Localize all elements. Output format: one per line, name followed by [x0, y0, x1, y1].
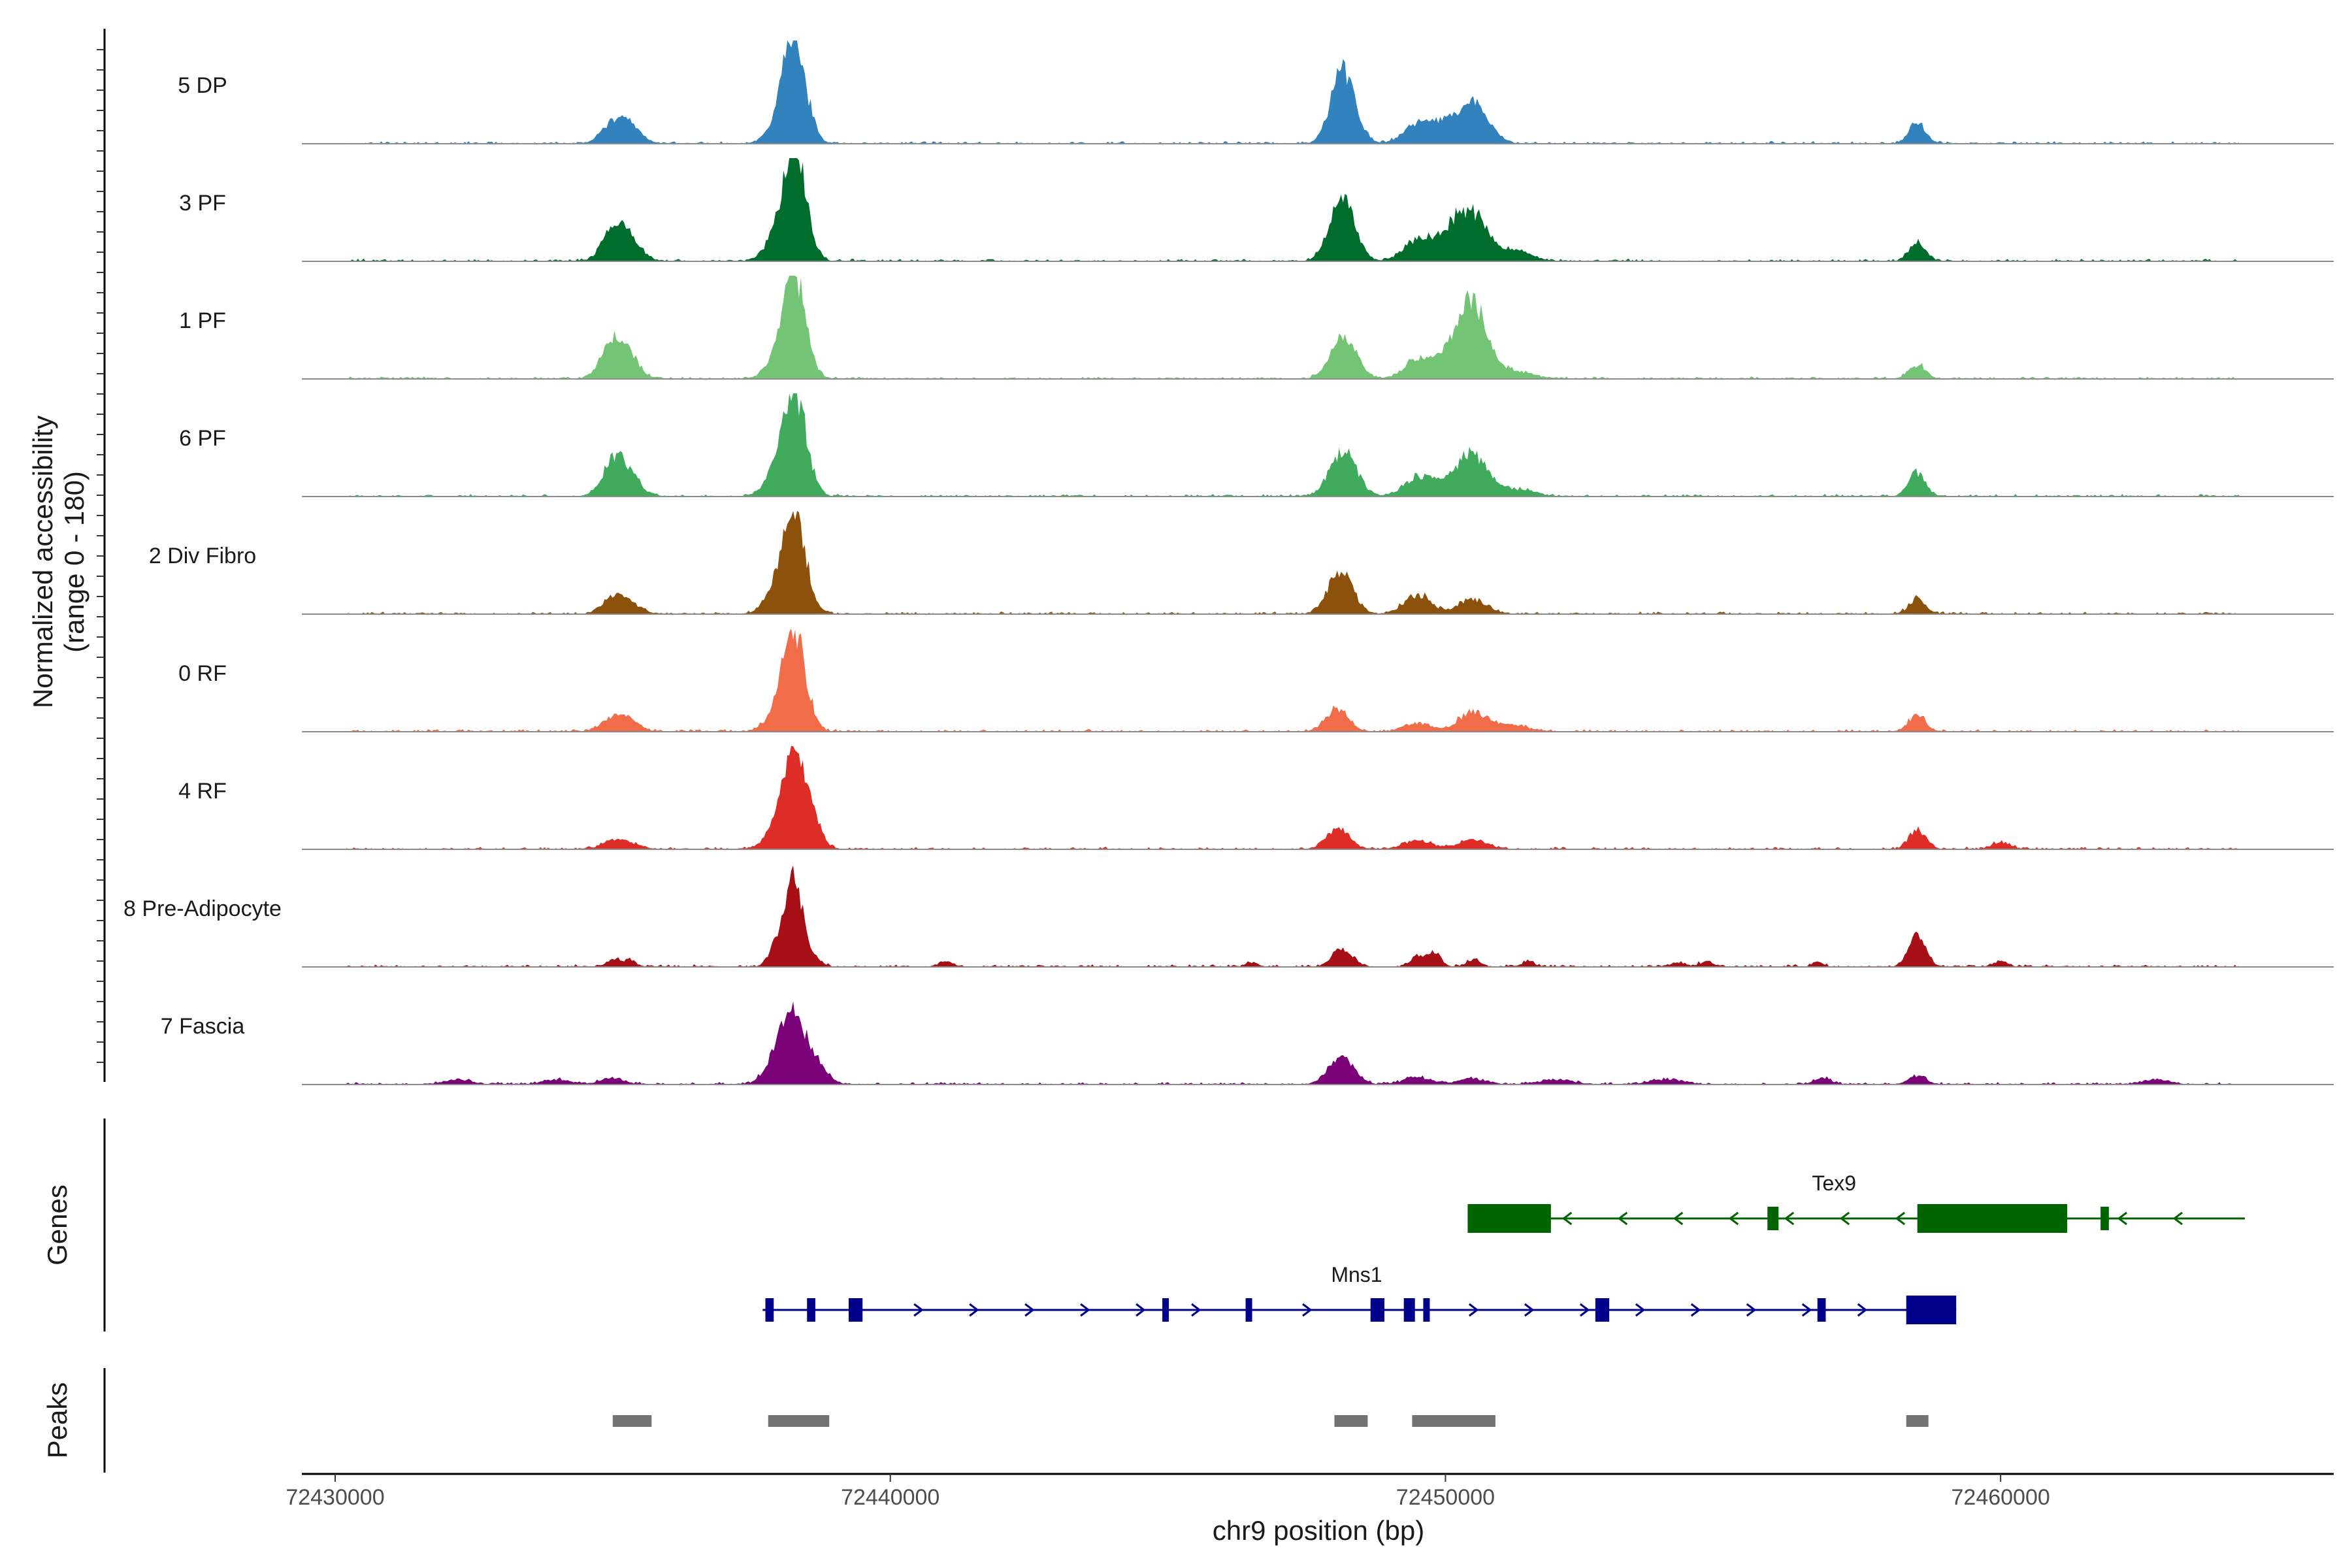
strand-arrow	[1839, 1211, 1850, 1226]
y-axis-title: Normalized accessibility	[27, 416, 58, 708]
x-tick-label: 72440000	[841, 1485, 939, 1510]
x-axis: 72430000 72440000 72450000 72460000	[286, 1473, 2334, 1510]
peak-region	[1906, 1415, 1929, 1427]
strand-arrow	[1801, 1303, 1812, 1317]
strand-arrow	[1728, 1211, 1739, 1226]
track-4: 6 PF	[179, 393, 2334, 497]
track-label: 1 PF	[179, 308, 226, 333]
genes-panel-label: Genes	[42, 1184, 73, 1266]
strand-arrow	[1024, 1303, 1035, 1317]
coverage-area	[346, 865, 2240, 967]
peaks-panel-label: Peaks	[42, 1382, 73, 1459]
track-label: 8 Pre-Adipocyte	[123, 896, 282, 921]
strand-arrow	[913, 1303, 924, 1317]
track-3: 1 PF	[179, 276, 2334, 380]
coverage-area	[346, 746, 2240, 849]
coverage-area	[346, 393, 2240, 497]
exon	[1403, 1298, 1415, 1322]
exon	[1245, 1298, 1252, 1322]
track-2: 3 PF	[179, 158, 2334, 262]
peak-region	[1334, 1415, 1368, 1427]
x-tick-label: 72430000	[286, 1485, 384, 1510]
track-6: 0 RF	[178, 629, 2334, 732]
gene-mns1: Mns1	[762, 1263, 1957, 1324]
y-axis	[97, 29, 106, 1082]
exon	[1467, 1204, 1551, 1233]
strand-arrow	[2117, 1211, 2128, 1226]
track-label: 6 PF	[179, 426, 226, 451]
strand-arrow	[1784, 1211, 1795, 1226]
strand-arrow	[1690, 1303, 1701, 1317]
track-label: 2 Div Fibro	[149, 544, 256, 568]
track-label: 4 RF	[178, 779, 227, 804]
strand-arrow	[1080, 1303, 1090, 1317]
exon	[1370, 1298, 1384, 1322]
peak-region	[768, 1415, 830, 1427]
strand-arrow	[1135, 1303, 1146, 1317]
track-label: 0 RF	[178, 661, 227, 686]
strand-arrow	[1635, 1303, 1646, 1317]
exon	[1595, 1298, 1610, 1322]
coverage-area	[346, 41, 2240, 144]
exon	[1162, 1298, 1169, 1322]
x-axis-title: chr9 position (bp)	[1213, 1515, 1425, 1546]
strand-arrow	[1524, 1303, 1535, 1317]
track-1: 5 DP	[178, 41, 2334, 144]
track-8: 8 Pre-Adipocyte	[123, 865, 2334, 968]
track-label: 7 Fascia	[161, 1014, 245, 1039]
strand-arrow	[1191, 1303, 1201, 1317]
track-7: 4 RF	[178, 746, 2334, 850]
peak-region	[1412, 1415, 1495, 1427]
strand-arrow	[2172, 1211, 2183, 1226]
exon	[1817, 1298, 1826, 1322]
strand-arrow	[1561, 1211, 1573, 1226]
exon	[765, 1298, 774, 1322]
peaks-track	[103, 1368, 1929, 1473]
coverage-area	[346, 158, 2240, 261]
x-tick-label: 72460000	[1952, 1485, 2050, 1510]
strand-arrow	[1302, 1303, 1313, 1317]
coverage-area	[346, 276, 2240, 379]
coverage-tracks: 5 DP 3 PF 1 PF 6 PF 2 Div Fibro 0 RF 4 RF 8 Pre…	[97, 29, 2334, 1085]
strand-arrow	[1579, 1303, 1590, 1317]
x-tick-label: 72450000	[1396, 1485, 1495, 1510]
y-axis-title-range: (range 0 - 180)	[59, 471, 90, 653]
exon	[1423, 1298, 1430, 1322]
genes-track: Tex9 Mns1	[103, 1119, 2246, 1331]
coverage-area	[346, 629, 2240, 732]
track-9: 7 Fascia	[161, 1001, 2334, 1085]
strand-arrow	[1617, 1211, 1628, 1226]
track-5: 2 Div Fibro	[149, 511, 2334, 615]
strand-arrow	[969, 1303, 979, 1317]
strand-arrow	[1857, 1303, 1868, 1317]
exon	[807, 1298, 815, 1322]
exon	[848, 1298, 863, 1322]
track-label: 3 PF	[179, 191, 226, 216]
coverage-area	[346, 511, 2240, 614]
strand-arrow	[1895, 1211, 1906, 1226]
gene-label: Mns1	[1331, 1263, 1382, 1286]
peak-region	[612, 1415, 652, 1427]
exon	[2100, 1207, 2109, 1230]
gene-label: Tex9	[1812, 1171, 1856, 1195]
exon	[1906, 1296, 1957, 1324]
strand-arrow	[1673, 1211, 1684, 1226]
coverage-area	[346, 1001, 2240, 1085]
exon	[1917, 1204, 2068, 1233]
track-label: 5 DP	[178, 73, 227, 98]
strand-arrow	[1746, 1303, 1757, 1317]
strand-arrow	[1469, 1303, 1479, 1317]
gene-tex9: Tex9	[1467, 1171, 2246, 1233]
exon	[1767, 1207, 1779, 1230]
